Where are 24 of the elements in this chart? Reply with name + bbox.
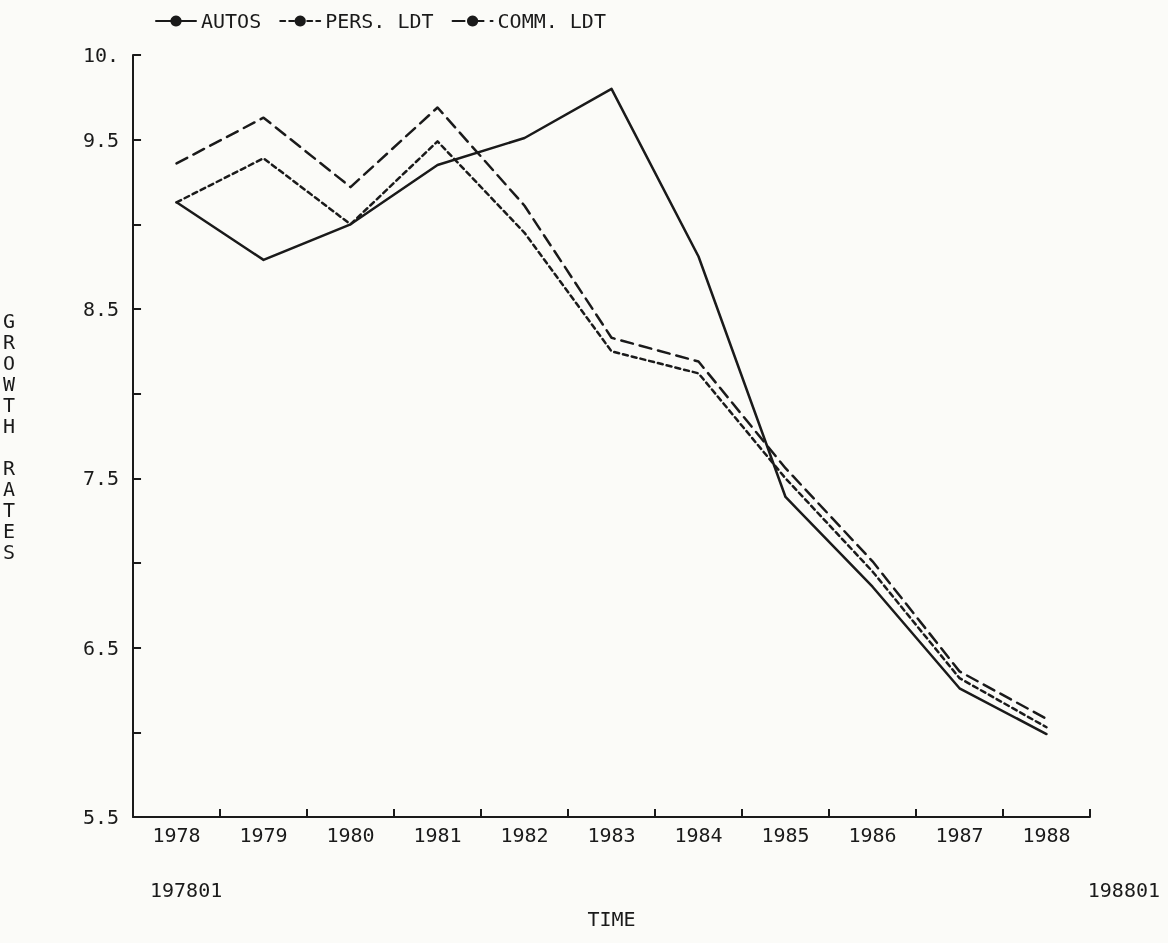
x-tick-label: 1979 (239, 823, 288, 847)
text: 198801 (1087, 878, 1160, 902)
x-tick-label: 1978 (152, 823, 201, 847)
x-tick-label: 1987 (935, 823, 984, 847)
x-tick-label: 1983 (587, 823, 636, 847)
y-tick-label: 10. (82, 43, 120, 67)
x-tick-label: 1986 (848, 823, 897, 847)
text: GROWTH RATES (2, 308, 16, 564)
y-tick-label: 6.5 (82, 635, 120, 660)
legend-label: COMM. LDT (497, 9, 606, 33)
y-tick-label: 9.5 (82, 127, 120, 152)
x-tick-label: 1988 (1022, 823, 1071, 847)
legend-label: PERS. LDT (325, 9, 434, 33)
x-tick-label: 1984 (674, 823, 723, 847)
x-tick-label: 1981 (413, 823, 462, 847)
x-axis-title: TIME (587, 907, 636, 931)
y-tick-label: 7.5 (82, 466, 120, 491)
x-tick-label: 1980 (326, 823, 375, 847)
legend-label: AUTOS (201, 9, 262, 33)
text: 197801 (150, 878, 223, 902)
x-tick-label: 1985 (761, 823, 810, 847)
x-tick-label: 1982 (500, 823, 549, 847)
y-tick-label: 8.5 (82, 297, 120, 321)
y-tick-label: 5.5 (82, 805, 120, 829)
